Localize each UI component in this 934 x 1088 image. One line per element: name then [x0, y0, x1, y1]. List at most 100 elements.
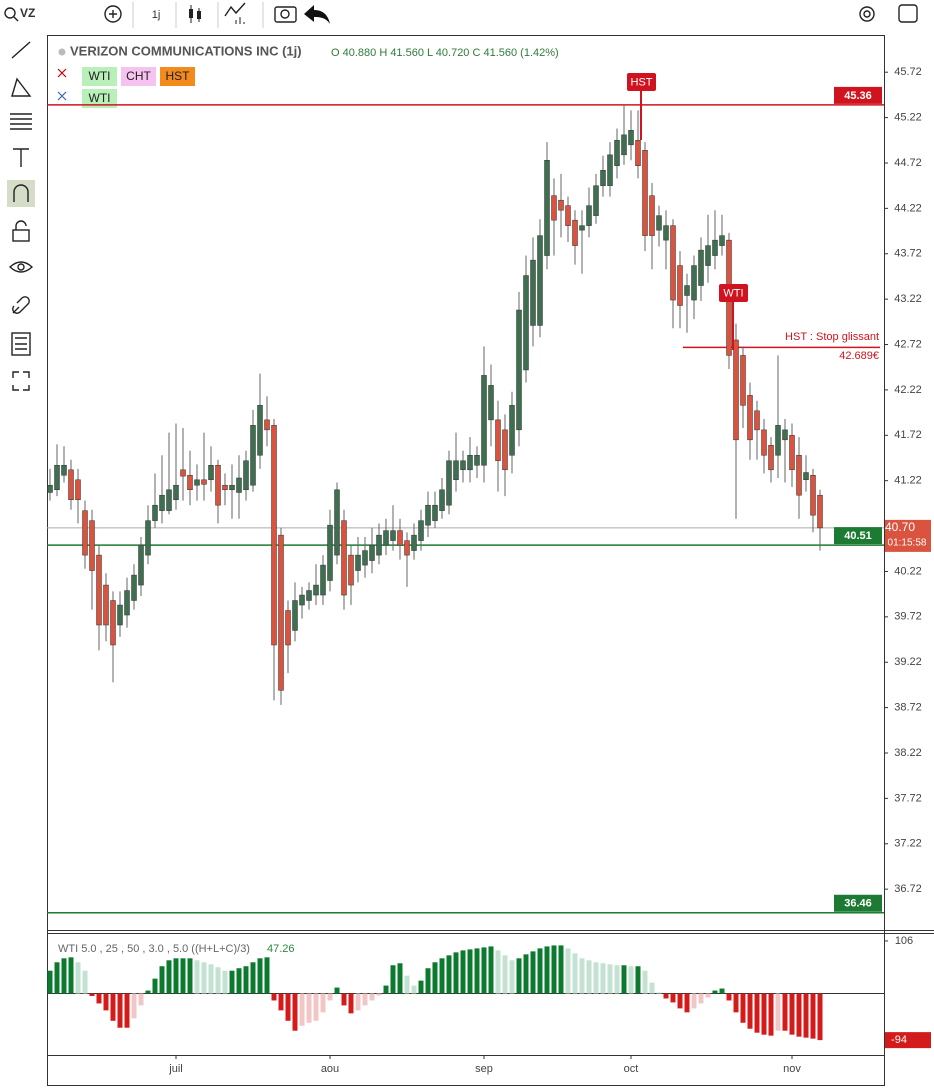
y-tick-label: 38.22: [894, 747, 922, 759]
indicator-bar: [47, 970, 53, 994]
candle-body: [719, 235, 725, 246]
visibility-tool[interactable]: [8, 261, 34, 273]
indicator-bar: [313, 993, 319, 1021]
camera-lens: [280, 9, 290, 19]
candle-body: [761, 429, 767, 456]
fib-tool[interactable]: [10, 113, 32, 130]
candle-body: [754, 410, 760, 431]
indicator-bar: [705, 993, 711, 998]
tag-button[interactable]: [82, 89, 117, 108]
interval[interactable]: 1j: [152, 9, 161, 21]
indicator-bar: [460, 950, 466, 994]
candle-body: [495, 419, 501, 461]
search-icon[interactable]: [4, 7, 16, 19]
indicator-bar: [551, 945, 557, 994]
candle-body: [474, 455, 480, 466]
candle-body: [502, 429, 508, 471]
indicator-icon[interactable]: [224, 2, 246, 17]
candle-body: [439, 489, 445, 511]
indicator-bar: [600, 963, 606, 994]
indicator-bar: [691, 993, 697, 1009]
candle-icon[interactable]: [189, 9, 193, 18]
indicator-bar: [54, 962, 60, 994]
indicator-bar: [796, 993, 802, 1037]
candle-body: [649, 195, 655, 236]
indicator-bar: [383, 985, 389, 994]
indicator-bar: [481, 947, 487, 994]
level-box: [834, 86, 882, 104]
indicator-bar: [537, 948, 543, 994]
candle-body: [145, 520, 151, 556]
indicator-bar: [733, 993, 739, 1013]
indicator-bar: [180, 958, 186, 994]
line-tool[interactable]: [11, 41, 31, 59]
tag-button[interactable]: [82, 67, 117, 86]
candle-body: [404, 540, 410, 556]
lock-shackle: [15, 220, 27, 230]
candle-body: [397, 530, 403, 546]
indicator-bar: [138, 993, 144, 1006]
chart-border: [47, 35, 885, 1086]
symbol[interactable]: VZ: [20, 6, 35, 20]
indicator-bar: [677, 993, 683, 1009]
indicator-bar: [656, 992, 662, 994]
candle-body: [103, 584, 109, 626]
indicator-bar: [628, 966, 634, 994]
y-tick-label: 43.72: [894, 248, 922, 260]
candle-body: [390, 530, 396, 541]
candle-body: [635, 140, 641, 166]
indicator-bar: [432, 962, 438, 994]
lock-tool[interactable]: [12, 229, 30, 242]
candle-body: [747, 395, 753, 441]
candle-body: [544, 160, 550, 256]
candle-body: [348, 554, 354, 586]
candle-body: [341, 520, 347, 596]
candle-body: [733, 339, 739, 441]
marker-box: [719, 284, 748, 302]
indicator-bar: [495, 950, 501, 994]
indicator-bar: [341, 993, 347, 1006]
tag-icon: [57, 91, 67, 101]
y-tick-label: 45.22: [894, 112, 922, 124]
candle-body: [460, 460, 466, 471]
indicator-bar: [803, 993, 809, 1038]
indicator-bar: [285, 993, 291, 1021]
add-button[interactable]: [104, 5, 122, 23]
indicator-bar: [782, 993, 788, 1031]
link-tool[interactable]: [12, 296, 30, 314]
candle-body: [768, 445, 774, 471]
undo-icon[interactable]: [304, 5, 330, 24]
tag-button[interactable]: [121, 67, 156, 86]
candle-body: [271, 425, 277, 646]
indicator-bar: [698, 993, 704, 1004]
fullscreen-tool[interactable]: [12, 371, 30, 391]
tag-button[interactable]: [160, 67, 195, 86]
candle-body: [810, 474, 816, 516]
magnet-tool[interactable]: [13, 184, 29, 202]
indicator-bar: [712, 990, 718, 994]
stop-value: 42.689€: [839, 350, 879, 362]
indicator-bar: [663, 993, 669, 999]
candle-body: [306, 590, 312, 601]
indicator-bar: [418, 980, 424, 994]
triangle-tool[interactable]: [11, 77, 32, 97]
candle-body: [96, 554, 102, 626]
candle-body: [187, 474, 193, 491]
add-icon: [109, 10, 117, 18]
candle-body: [222, 484, 228, 491]
x-tick-label: nov: [783, 1063, 801, 1075]
window-icon[interactable]: [898, 4, 918, 23]
indicator-bar: [236, 968, 242, 994]
tag-label: CHT: [126, 69, 151, 83]
text-tool[interactable]: [13, 148, 29, 167]
candle-body: [61, 465, 67, 476]
camera-icon[interactable]: [274, 6, 297, 23]
calculator-tool[interactable]: [11, 332, 31, 356]
candle-body: [411, 534, 417, 551]
indicator-bar: [684, 993, 690, 1013]
candle-body: [530, 259, 536, 326]
settings-icon[interactable]: [859, 6, 875, 22]
y-tick-label: -94: [891, 1034, 907, 1046]
candle-body: [250, 425, 256, 486]
indicator-bar: [726, 993, 732, 1001]
